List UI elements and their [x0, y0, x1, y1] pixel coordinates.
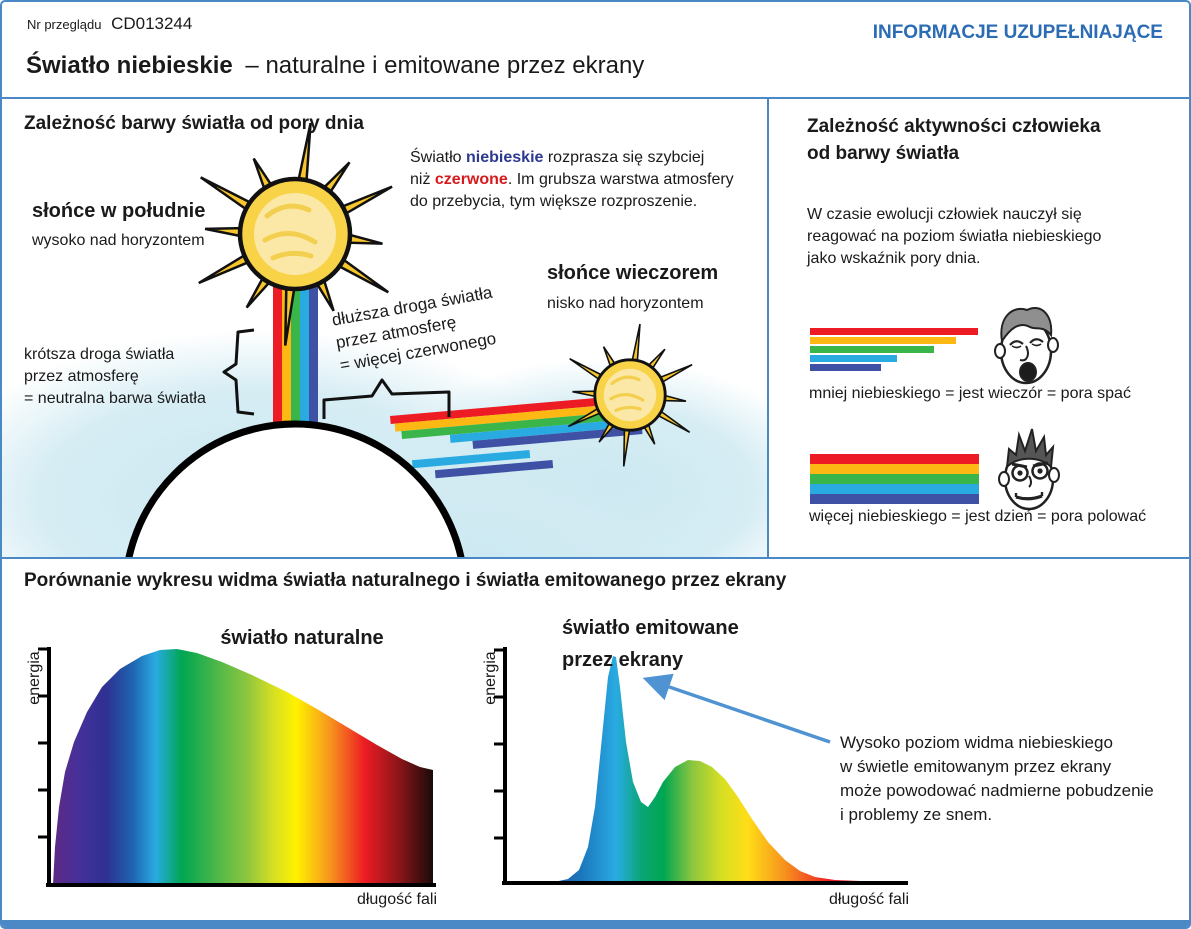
earth-illustration — [125, 420, 465, 557]
scattered-cyan-ray — [411, 449, 531, 469]
short-path-brace-icon — [222, 328, 255, 416]
natural-chart-ticks — [38, 647, 50, 839]
page-title-rest: – naturalne i emitowane przez ekrany — [245, 52, 645, 79]
scatter-note-line3: do przebycia, tym większe rozproszenie. — [410, 193, 698, 210]
blue-peak-arrow-icon — [642, 673, 831, 744]
panel-daylight-color: Zależność barwy światła od pory dnia Świ… — [2, 99, 767, 557]
screen-y-axis-label: energia — [482, 651, 499, 705]
natural-chart-title: światło naturalne — [220, 627, 384, 649]
daylight-illustration — [2, 99, 767, 557]
evening-caption: mniej niebieskiego = jest wieczór = pora… — [809, 385, 1131, 402]
day-caption: więcej niebieskiego = jest dzień = pora … — [809, 508, 1147, 525]
horizontal-divider — [2, 557, 1189, 559]
spectrum-bar — [810, 355, 897, 362]
noon-sun-sublabel: wysoko nad horyzontem — [32, 232, 205, 249]
scatter-note-line1: Światło niebieskie rozprasza się szybcie… — [410, 149, 705, 166]
spectrum-bar — [810, 474, 979, 484]
scattered-blue-ray — [434, 460, 554, 479]
screen-chart-axes — [502, 647, 908, 885]
day-spectrum-bars — [810, 454, 979, 504]
bottom-border-bar — [2, 920, 1189, 927]
noon-sun-label: słońce w południe — [32, 200, 206, 222]
spectrum-bar — [810, 346, 934, 353]
daylight-panel-heading: Zależność barwy światła od pory dnia — [24, 113, 364, 134]
screen-x-axis-label: długość fali — [828, 891, 909, 908]
panel-human-activity: Zależność aktywności człowieka od barwy … — [769, 99, 1189, 557]
header-divider — [2, 97, 1189, 99]
natural-x-axis-label: długość fali — [356, 891, 437, 908]
screen-spectrum-area — [518, 656, 882, 883]
light-beam-horizontal — [390, 394, 643, 479]
natural-spectrum-area — [53, 649, 433, 885]
activity-panel-body: W czasie ewolucji człowiek nauczył się r… — [807, 206, 1102, 267]
panel-spectra-comparison: Porównanie wykresu widma światła natural… — [2, 559, 1189, 924]
spectra-charts — [38, 647, 908, 887]
evening-sun-label: słońce wieczorem — [547, 262, 719, 284]
vertical-divider — [767, 97, 769, 559]
alert-face-illustration — [998, 428, 1060, 511]
red-highlight-word: czerwone — [434, 171, 508, 188]
spectrum-bar — [810, 494, 979, 504]
spectrum-bar — [810, 484, 979, 494]
page-title: Światło niebieskie – naturalne i emitowa… — [26, 52, 644, 80]
scatter-note-line2: niż czerwone. Im grubsza warstwa atmosfe… — [410, 171, 734, 188]
natural-y-axis-label: energia — [26, 651, 43, 705]
spectrum-bar — [810, 328, 978, 335]
activity-panel-heading: Zależność aktywności człowieka od barwy … — [807, 116, 1101, 164]
blue-peak-note: Wysoko poziom widma niebieskiego w świet… — [840, 733, 1154, 824]
screen-chart-title: światło emitowane przez ekrany — [562, 617, 739, 671]
long-path-brace-icon — [322, 378, 451, 419]
blue-highlight-word: niebieskie — [466, 149, 544, 166]
spectrum-bar — [810, 337, 956, 344]
review-id: CD013244 — [111, 14, 193, 33]
scatter-note: Światło niebieskie rozprasza się szybcie… — [410, 147, 734, 213]
spectrum-bar — [810, 454, 979, 464]
comparison-heading: Porównanie wykresu widma światła natural… — [24, 570, 787, 591]
short-path-note: krótsza droga światła przez atmosferę = … — [24, 346, 206, 407]
supplementary-info-badge: INFORMACJE UZUPEŁNIAJĄCE — [872, 22, 1163, 43]
evening-spectrum-bars — [810, 328, 978, 373]
screen-chart-ticks — [494, 648, 506, 840]
page-title-bold: Światło niebieskie — [26, 52, 233, 79]
evening-sun-sublabel: nisko nad horyzontem — [547, 295, 704, 312]
natural-chart-axes — [46, 647, 436, 887]
review-label-text: Nr przeglądu — [27, 17, 102, 32]
sleepy-face-illustration — [994, 307, 1059, 385]
review-number-label: Nr przeglądu CD013244 — [27, 14, 192, 34]
spectrum-bar — [810, 464, 979, 474]
spectrum-bar — [810, 364, 881, 371]
